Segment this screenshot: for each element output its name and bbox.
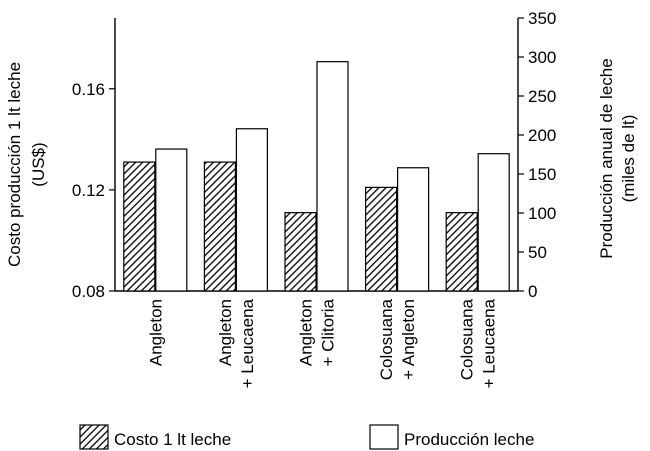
legend-swatch-produccion: [369, 424, 399, 450]
bar-costo: [203, 161, 236, 292]
category-label: Colosuana: [377, 298, 396, 380]
bar-produccion: [477, 153, 510, 292]
right-tick-label: 150: [528, 165, 556, 184]
right-tick-label: 50: [528, 243, 547, 262]
legend-label: Producción leche: [404, 430, 534, 449]
bar-costo: [365, 186, 398, 292]
bar-produccion: [316, 61, 349, 292]
category-label: Angleton: [297, 299, 316, 366]
category-label: Angleton: [216, 299, 235, 366]
bar-produccion: [235, 128, 268, 292]
right-axis-title: (miles de lt): [619, 115, 638, 203]
left-axis-title: (US$): [29, 142, 48, 186]
left-tick-label: 0.08: [72, 282, 105, 301]
plot-area: 0.08 0.12 0.16 0 50 100 150 200 250 300 350 Costo p…: [5, 9, 638, 450]
category-label: + Leucaena: [238, 298, 257, 388]
category-label: + Angleton: [399, 299, 418, 380]
right-tick-label: 350: [528, 9, 556, 28]
right-tick-label: 300: [528, 48, 556, 67]
bar-produccion: [397, 167, 430, 292]
left-tick-label: 0.12: [72, 181, 105, 200]
right-tick-label: 0: [528, 282, 537, 301]
category-label: Colosuana: [458, 298, 477, 380]
right-tick-label: 100: [528, 204, 556, 223]
right-tick-label: 200: [528, 126, 556, 145]
category-label: + Leucaena: [480, 298, 499, 388]
legend-swatch-costo: [79, 424, 109, 450]
legend-label: Costo 1 lt leche: [114, 430, 231, 449]
category-label: + Clitoria: [319, 298, 338, 366]
left-axis-title: Costo producción 1 lt leche: [5, 62, 24, 267]
right-axis-title: Producción anual de leche: [597, 58, 616, 258]
right-tick-label: 250: [528, 87, 556, 106]
category-label: Angleton: [146, 299, 165, 366]
bar-costo: [284, 212, 317, 292]
left-tick-label: 0.16: [72, 80, 105, 99]
bar-costo: [445, 212, 478, 292]
bar-costo: [123, 161, 156, 292]
bar-produccion: [155, 148, 188, 292]
